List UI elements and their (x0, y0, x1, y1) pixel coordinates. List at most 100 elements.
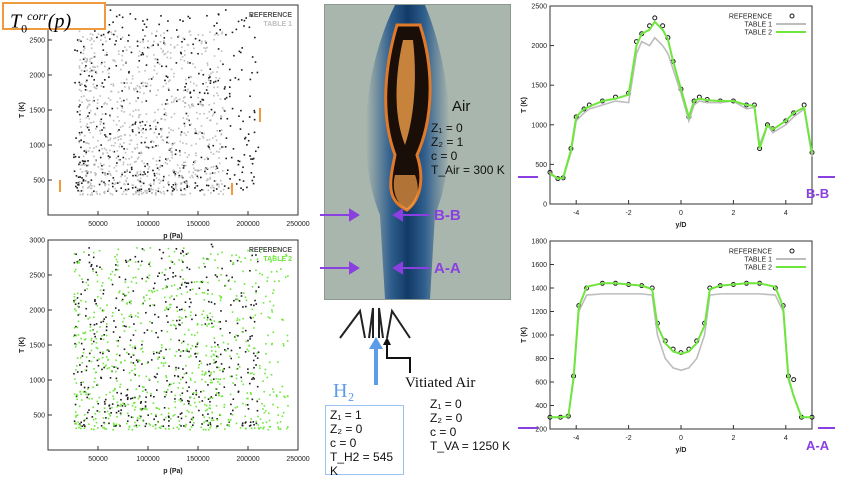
scatter-point (136, 417, 139, 419)
scatter-point (192, 167, 195, 170)
scatter-point (86, 388, 89, 390)
scatter-point (169, 57, 172, 59)
formula-box: T0corr(p) (2, 2, 106, 36)
scatter-point (102, 352, 104, 355)
scatter-point (145, 100, 148, 102)
scatter-point (151, 322, 153, 324)
scatter-point (130, 139, 133, 142)
scatter-point (264, 368, 267, 371)
scatter-point (88, 74, 90, 77)
scatter-point (229, 178, 231, 180)
scatter-point (222, 368, 224, 371)
scatter-point (138, 60, 141, 62)
scatter-point (89, 33, 92, 35)
scatter-point (78, 163, 80, 166)
scatter-point (164, 112, 167, 114)
scatter-point (195, 130, 197, 132)
scatter-point (134, 345, 136, 348)
scatter-point (87, 164, 90, 167)
scatter-point (84, 84, 86, 87)
scatter-point (136, 90, 139, 93)
scatter-point (211, 326, 213, 328)
scatter-point (212, 419, 215, 422)
scatter-point (123, 348, 126, 351)
scatter-point (206, 363, 209, 366)
scatter-point (105, 334, 108, 337)
scatter-point (207, 424, 209, 426)
scatter-point (115, 40, 117, 42)
scatter-point (155, 30, 158, 33)
scatter-point (176, 99, 179, 101)
scatter-point (169, 159, 171, 162)
scatter-point (95, 302, 97, 305)
scatter-point (230, 403, 232, 406)
scatter-point (208, 143, 210, 146)
scatter-point (134, 368, 136, 370)
scatter-point (284, 276, 287, 278)
scatter-point (125, 394, 128, 397)
scatter-point (101, 281, 104, 284)
scatter-point (84, 160, 87, 163)
scatter-point (126, 398, 129, 401)
scatter-point (73, 308, 76, 310)
scatter-point (91, 329, 94, 331)
scatter-point (155, 144, 157, 147)
scatter-point (114, 307, 117, 309)
scatter-point (181, 282, 183, 285)
scatter-point (210, 301, 213, 304)
scatter-point (252, 157, 255, 160)
scatter-point (216, 183, 218, 185)
scatter-point (221, 107, 224, 109)
scatter-point (182, 254, 185, 257)
scatter-point (164, 103, 167, 105)
scatter-point (121, 405, 124, 407)
scatter-point (242, 188, 244, 191)
scatter-point (131, 428, 134, 431)
scatter-point (225, 137, 228, 139)
scatter-point (170, 383, 172, 386)
scatter-point (250, 158, 252, 160)
scatter-point (106, 54, 108, 56)
scatter-point (78, 99, 81, 102)
scatter-point (196, 323, 199, 326)
inlet-inner-right (378, 307, 384, 339)
scatter-point (166, 29, 169, 32)
x-tick-label: 100000 (136, 221, 159, 228)
scatter-point (85, 65, 87, 67)
scatter-point (125, 179, 127, 182)
scatter-point (167, 384, 170, 387)
scatter-point (90, 179, 93, 181)
scatter-point (90, 187, 93, 190)
scatter-point (109, 115, 111, 118)
scatter-point (165, 65, 168, 68)
scatter-point (177, 127, 180, 130)
scatter-point (94, 159, 97, 162)
scatter-point (136, 45, 139, 47)
scatter-point (119, 425, 121, 427)
scatter-point (153, 290, 156, 293)
scatter-point (137, 55, 140, 57)
scatter-point (156, 61, 159, 64)
scatter-point (213, 94, 215, 97)
flame-image (324, 4, 511, 300)
scatter-point (167, 20, 169, 22)
scatter-point (267, 334, 269, 337)
vitiated-conditions: Z₁ = 0 Z₂ = 0 c = 0 T_VA = 1250 K (430, 397, 510, 453)
scatter-point (215, 355, 218, 358)
scatter-point (251, 286, 254, 288)
scatter-point (155, 424, 157, 427)
scatter-point (174, 354, 176, 357)
scatter-point (287, 275, 289, 277)
scatter-point (188, 31, 191, 33)
scatter-point (137, 156, 140, 159)
scatter-point (169, 296, 171, 299)
scatter-point (178, 176, 180, 179)
h2-label: H₂ (333, 380, 355, 402)
scatter-point (218, 413, 221, 416)
scatter-point (186, 118, 188, 120)
scatter-point (162, 175, 165, 178)
scatter-point (85, 61, 88, 63)
scatter-point (182, 142, 184, 144)
h2-line: c = 0 (330, 436, 357, 450)
scatter-point (210, 373, 212, 376)
